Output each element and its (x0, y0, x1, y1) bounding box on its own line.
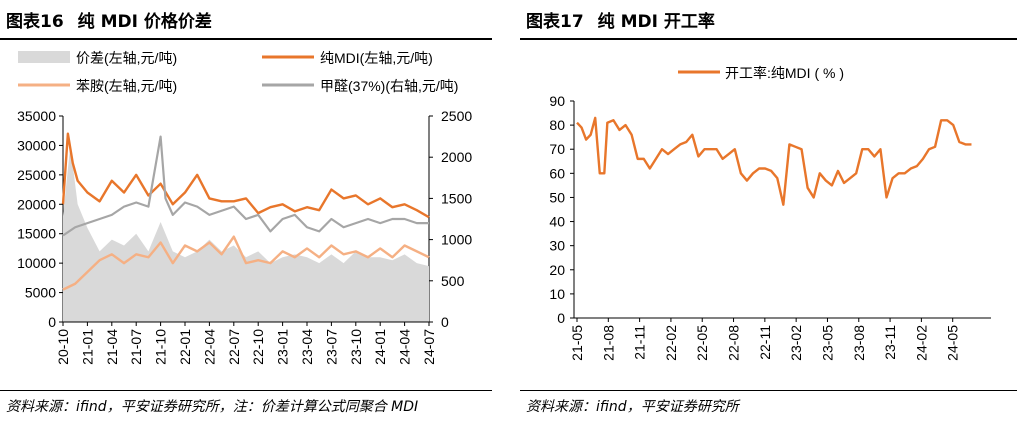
legend-label: 苯胺(左轴,元/吨) (76, 78, 177, 94)
y-tick-label: 20 (549, 262, 565, 278)
chart-panel-mdi-price-spread: 图表16 纯 MDI 价格价差 0 5000 10000 15000 20000 25000… (0, 0, 492, 423)
series-area-spread (63, 145, 429, 322)
x-tick-label: 22-01 (177, 329, 193, 365)
series-line-operating-rate (576, 116, 972, 206)
y-tick-label: 90 (549, 93, 565, 109)
figure-title-text: 纯 MDI 开工率 (597, 12, 715, 32)
x-tick-label: 21-10 (153, 329, 169, 365)
x-tick-label: 21-05 (569, 325, 585, 361)
x-tick-label: 24-01 (372, 329, 388, 365)
x-tick-label: 22-02 (663, 325, 679, 361)
legend-label: 开工率:纯MDI ( % ) (725, 65, 844, 81)
x-tick-label: 24-05 (945, 325, 961, 361)
y-left-tick-label: 25000 (17, 167, 56, 183)
figure-title: 图表16 纯 MDI 价格价差 (6, 7, 212, 32)
y-tick-label: 10 (549, 286, 565, 302)
x-tick-label: 23-08 (851, 325, 867, 361)
x-tick-label: 23-02 (788, 325, 804, 361)
x-tick-label: 21-11 (632, 325, 648, 360)
y-left-tick-label: 20000 (17, 196, 56, 212)
y-tick-label: 50 (549, 189, 565, 205)
legend-label: 甲醛(37%)(右轴,元/吨) (320, 78, 458, 94)
x-tick-label: 23-01 (275, 329, 291, 365)
y-left-tick-label: 30000 (17, 137, 56, 153)
source-note: 资料来源：ifind，平安证券研究所，注：价差计算公式同聚合 MDI (6, 399, 419, 415)
figure-title-text: 纯 MDI 价格价差 (77, 12, 212, 32)
y-right-tick-label: 1000 (441, 232, 472, 248)
legend-label: 价差(左轴,元/吨) (76, 50, 177, 66)
x-tick-label: 23-11 (882, 325, 898, 360)
y-tick-label: 60 (549, 165, 565, 181)
y-left-tick-label: 10000 (17, 255, 56, 271)
legend-swatch (18, 51, 70, 63)
x-tick-label: 22-04 (201, 329, 217, 365)
y-tick-label: 80 (549, 117, 565, 133)
price-spread-chart: 0 5000 10000 15000 20000 25000 30000 35000 0 500 1… (17, 50, 472, 365)
x-tick-label: 21-08 (600, 325, 616, 361)
y-tick-label: 40 (549, 214, 565, 230)
chart-panel-mdi-operating-rate: 图表17 纯 MDI 开工率 0 10 20 30 40 50 60 70 80 90 21-05 21… (520, 0, 1017, 423)
y-left-tick-label: 15000 (17, 226, 56, 242)
x-tick-label: 23-04 (299, 329, 315, 365)
title-rule (520, 38, 1017, 40)
x-tick-label: 24-02 (913, 325, 929, 361)
figure-number: 图表17 (526, 12, 584, 32)
x-tick-label: 20-10 (55, 329, 71, 365)
y-left-tick-label: 5000 (25, 285, 56, 301)
x-tick-label: 22-08 (726, 325, 742, 361)
y-right-tick-label: 2000 (441, 149, 472, 165)
figure-title: 图表17 纯 MDI 开工率 (526, 7, 715, 32)
x-tick-label: 22-11 (757, 325, 773, 360)
y-tick-label: 70 (549, 141, 565, 157)
source-note: 资料来源：ifind，平安证券研究所 (526, 399, 739, 415)
series-line-3 (62, 135, 429, 237)
source-rule (520, 390, 1017, 391)
x-tick-label: 22-10 (250, 329, 266, 365)
x-tick-label: 21-07 (128, 329, 144, 365)
x-tick-label: 23-07 (323, 329, 339, 365)
figure-number: 图表16 (6, 12, 64, 32)
source-rule (0, 390, 492, 391)
x-tick-label: 22-07 (226, 329, 242, 365)
x-tick-label: 23-05 (819, 325, 835, 361)
legend-label: 纯MDI(左轴,元/吨) (320, 50, 433, 66)
y-left-tick-label: 35000 (17, 108, 56, 124)
y-tick-label: 0 (557, 310, 565, 326)
x-tick-label: 23-10 (348, 329, 364, 365)
series-line-2 (62, 235, 430, 291)
title-rule (0, 38, 492, 40)
y-tick-label: 30 (549, 238, 565, 254)
x-tick-label: 21-04 (104, 329, 120, 365)
x-tick-label: 22-05 (694, 325, 710, 361)
y-right-tick-label: 500 (441, 273, 465, 289)
y-left-tick-label: 0 (48, 314, 56, 330)
x-tick-label: 21-01 (79, 329, 95, 365)
y-right-tick-label: 1500 (441, 190, 472, 206)
y-right-tick-label: 2500 (441, 108, 472, 124)
x-tick-label: 24-07 (421, 329, 437, 365)
operating-rate-chart: 0 10 20 30 40 50 60 70 80 90 21-05 21-08 21-11 22-02 2… (549, 65, 991, 361)
series-line-1 (61, 132, 430, 219)
y-right-tick-label: 0 (441, 314, 449, 330)
x-tick-label: 24-04 (397, 329, 413, 365)
